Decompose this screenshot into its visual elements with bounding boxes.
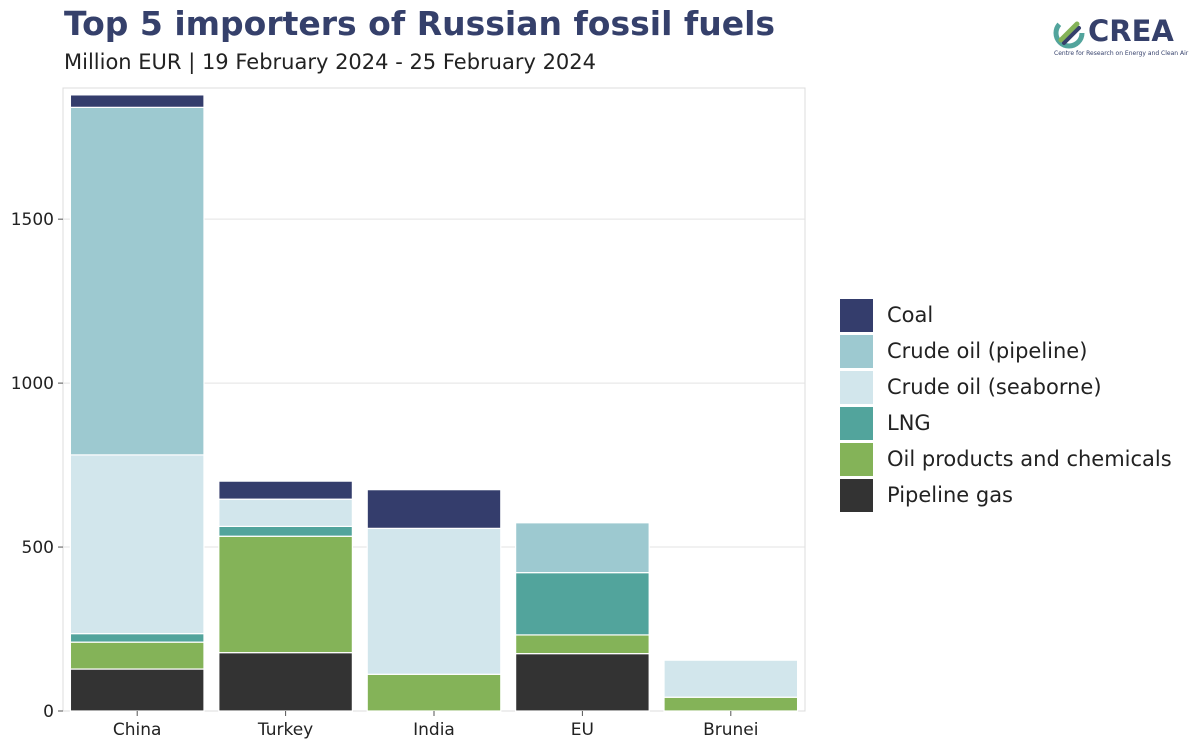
legend-swatch — [840, 406, 873, 440]
bar-segment — [663, 659, 799, 698]
bar-segment — [69, 454, 205, 635]
bar-segment — [69, 668, 205, 712]
bar-segment — [366, 527, 502, 675]
legend-swatch — [840, 298, 873, 332]
legend-label: Oil products and chemicals — [887, 447, 1172, 471]
legend-item: Coal — [840, 297, 1172, 333]
legend-label: Crude oil (seaborne) — [887, 375, 1102, 399]
y-tick-label: 1500 — [11, 210, 54, 230]
bar-segment — [218, 652, 353, 712]
crea-logo: CREA Centre for Research on Energy and C… — [1052, 14, 1192, 64]
y-tick-label: 0 — [43, 702, 54, 722]
bar-segment — [366, 673, 502, 712]
bar-segment — [69, 106, 205, 456]
legend-label: Pipeline gas — [887, 483, 1013, 507]
legend-item: LNG — [840, 405, 1172, 441]
logo-wordmark: CREA — [1088, 14, 1174, 48]
legend-item: Crude oil (seaborne) — [840, 369, 1172, 405]
crea-leaf-icon — [1053, 17, 1085, 49]
bar-segment — [515, 522, 650, 574]
x-tick-label: EU — [571, 720, 594, 740]
bar-segment — [515, 634, 650, 655]
x-tick-label: India — [413, 720, 455, 740]
legend-swatch — [840, 478, 873, 512]
legend-swatch — [840, 370, 873, 404]
legend-item: Pipeline gas — [840, 477, 1172, 513]
legend-item: Oil products and chemicals — [840, 441, 1172, 477]
x-tick-label: Turkey — [257, 720, 313, 740]
bar-segment — [366, 489, 502, 529]
bar-segment — [515, 653, 650, 712]
chart-legend: Coal Crude oil (pipeline) Crude oil (seabo… — [840, 297, 1172, 513]
bar-segment — [218, 525, 353, 537]
bar-segment — [515, 572, 650, 636]
x-tick-label: Brunei — [703, 720, 758, 740]
legend-label: LNG — [887, 411, 931, 435]
legend-item: Crude oil (pipeline) — [840, 333, 1172, 369]
bar-segment — [69, 641, 205, 670]
stacked-bar-chart: 0 500 1000 1500 China Turkey India EU Brunei — [11, 87, 806, 740]
chart-title: Top 5 importers of Russian fossil fuels — [64, 4, 776, 43]
legend-label: Crude oil (pipeline) — [887, 339, 1088, 363]
bar-segment — [69, 94, 205, 108]
bar-segment — [218, 535, 353, 654]
bar-segment — [218, 498, 353, 527]
legend-label: Coal — [887, 303, 934, 327]
x-tick-label: China — [113, 720, 162, 740]
bar-segment — [69, 633, 205, 643]
legend-swatch — [840, 442, 873, 476]
legend-swatch — [840, 334, 873, 368]
y-tick-label: 500 — [22, 538, 54, 558]
y-tick-label: 1000 — [11, 374, 54, 394]
chart-subtitle: Million EUR | 19 February 2024 - 25 Febr… — [64, 50, 597, 74]
logo-tagline: Centre for Research on Energy and Clean … — [1054, 50, 1189, 57]
bar-segment — [663, 696, 799, 712]
bar-segment — [218, 480, 353, 500]
